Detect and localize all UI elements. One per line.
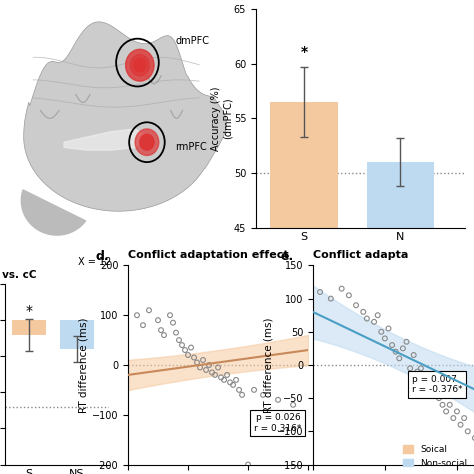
Point [199,356,207,364]
Point [235,386,243,393]
Point [193,359,201,366]
Bar [12,320,46,335]
Point [406,365,414,372]
Point [154,317,162,324]
Point [139,321,147,329]
Y-axis label: RT difference (ms): RT difference (ms) [79,317,89,413]
Point [338,285,346,292]
Point [446,401,454,409]
Text: *: * [301,45,308,59]
Point [232,376,240,384]
Legend: Soical, Non-social: Soical, Non-social [401,443,469,469]
Point [457,421,465,428]
Point [424,381,432,389]
Point [410,351,418,359]
Point [385,325,392,332]
Point [327,295,335,302]
Point [345,292,353,299]
Polygon shape [24,22,227,211]
Point [464,428,472,435]
Text: Conflict adapta: Conflict adapta [313,249,408,259]
Point [178,341,186,349]
Point [205,361,213,369]
Point [388,341,396,349]
Point [217,374,225,381]
Circle shape [126,49,154,81]
Point [395,355,403,362]
Point [471,434,474,442]
Point [229,381,237,389]
Circle shape [134,59,146,72]
Point [374,311,382,319]
Point [220,376,228,384]
Circle shape [135,129,159,155]
Point [184,351,192,359]
Point [190,354,198,361]
Text: p = 0.007
r = -0.376*: p = 0.007 r = -0.376* [412,375,463,394]
Point [157,326,165,334]
Polygon shape [21,190,86,235]
Point [442,408,450,415]
Point [453,408,461,415]
Text: *: * [25,303,32,318]
Point [381,335,389,342]
Point [392,348,400,356]
Point [289,401,297,409]
Point [359,308,367,316]
Point [421,374,428,382]
Point [196,364,204,371]
Point [244,461,252,468]
Point [428,371,436,379]
Point [175,337,183,344]
Point [316,288,324,296]
Point [250,386,258,393]
Point [166,311,174,319]
Circle shape [140,134,154,150]
Point [413,368,421,375]
Point [439,401,447,409]
Point [202,366,210,374]
Point [363,315,371,322]
Point [181,346,189,354]
Point [172,329,180,337]
Point [211,371,219,379]
Point [274,396,282,404]
Point [187,344,195,351]
Point [370,318,378,326]
Bar [367,162,434,474]
Point [133,311,141,319]
Point [145,307,153,314]
Point [226,379,234,386]
Polygon shape [64,129,147,150]
Point [417,365,425,372]
Point [449,414,457,422]
Point [399,345,407,352]
Text: dmPFC: dmPFC [175,36,210,46]
Point [160,331,168,339]
Point [352,301,360,309]
Point [169,319,177,327]
Y-axis label: RT difference (ms): RT difference (ms) [264,317,273,413]
Circle shape [130,55,149,76]
Text: d.: d. [96,249,109,263]
Text: e.: e. [281,249,294,263]
Y-axis label: Accuracy (%)
(dmPFC): Accuracy (%) (dmPFC) [211,86,232,151]
Point [431,388,439,395]
Point [214,364,222,371]
Bar [60,320,94,349]
Bar [270,102,338,474]
Point [377,328,385,336]
Text: MVPA ιℓ vs. cC: MVPA ιℓ vs. cC [0,270,36,280]
Point [460,414,468,422]
Point [238,391,246,399]
Text: Conflict adaptation effect: Conflict adaptation effect [128,249,289,259]
Point [435,394,443,402]
Text: X = 12: X = 12 [78,257,111,267]
Text: p = 0.026
r = 0.316*: p = 0.026 r = 0.316* [254,413,301,433]
Text: rmPFC: rmPFC [175,142,207,152]
Point [223,371,231,379]
Point [259,391,267,399]
Point [208,369,216,376]
Point [403,338,410,346]
